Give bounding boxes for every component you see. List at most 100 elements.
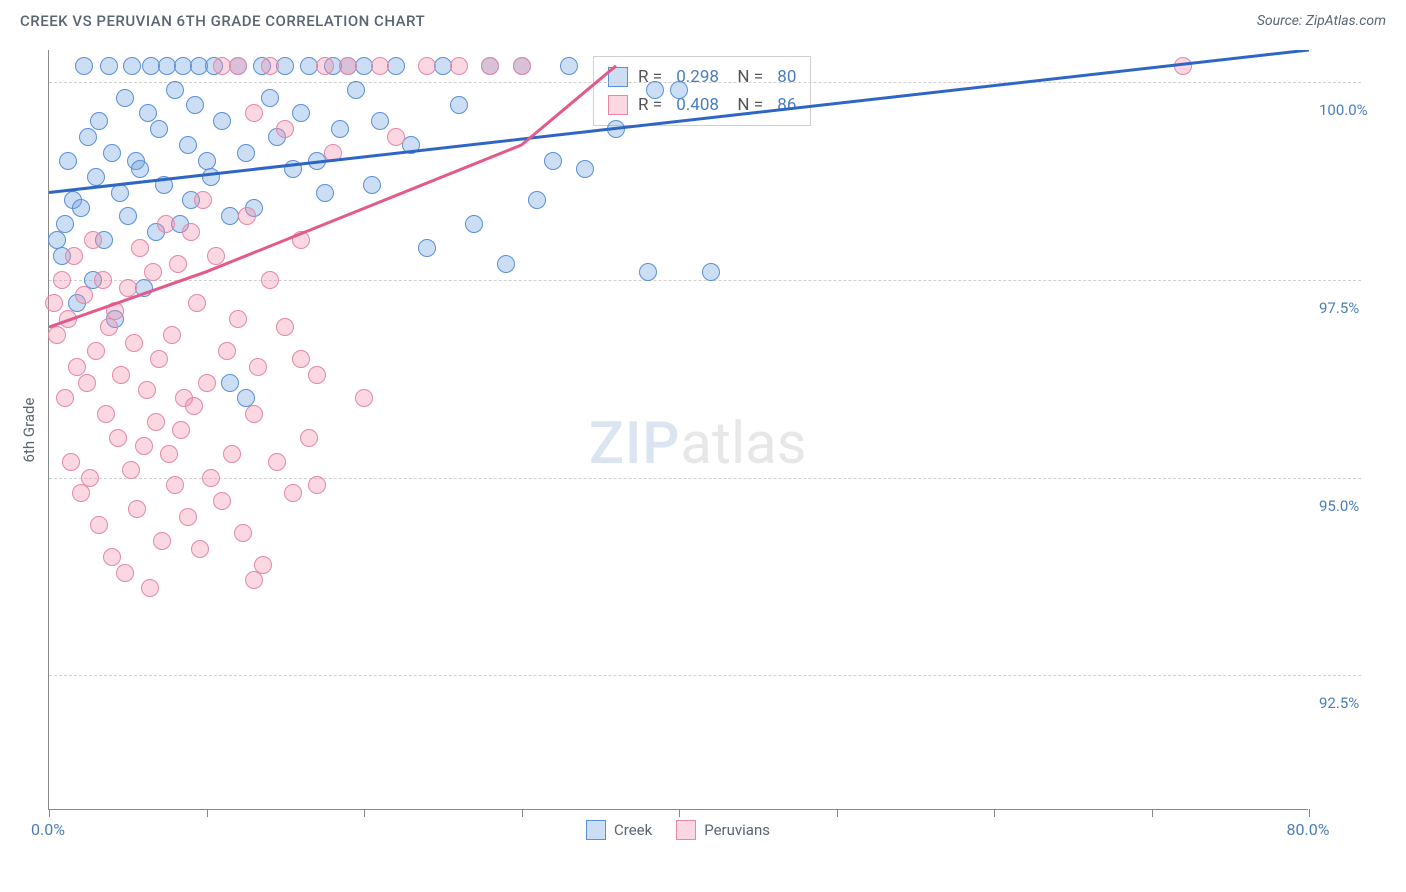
x-tick [207, 809, 208, 817]
data-point [387, 57, 405, 75]
data-point [48, 326, 66, 344]
legend-item: Creek [586, 820, 652, 840]
data-point [160, 445, 178, 463]
stat-n-value: 86 [777, 91, 796, 119]
data-point [87, 168, 105, 186]
data-point [135, 279, 153, 297]
data-point [45, 294, 63, 312]
data-point [402, 136, 420, 154]
data-point [221, 207, 239, 225]
data-point [316, 184, 334, 202]
gridline [49, 82, 1361, 83]
data-point [284, 160, 302, 178]
watermark-left: ZIP [589, 410, 680, 478]
data-point [223, 445, 241, 463]
data-point [254, 556, 272, 574]
data-point [276, 57, 294, 75]
data-point [198, 374, 216, 392]
chart-header: CREEK VS PERUVIAN 6TH GRADE CORRELATION … [0, 0, 1406, 38]
data-point [261, 89, 279, 107]
data-point [144, 263, 162, 281]
data-point [153, 532, 171, 550]
y-tick-label: 95.0% [1319, 497, 1359, 515]
data-point [646, 81, 664, 99]
data-point [702, 263, 720, 281]
data-point [347, 81, 365, 99]
data-point [155, 176, 173, 194]
y-tick-label: 100.0% [1319, 101, 1368, 119]
data-point [300, 429, 318, 447]
data-point [324, 144, 342, 162]
legend-label: Creek [614, 821, 652, 839]
data-point [172, 421, 190, 439]
data-point [90, 112, 108, 130]
data-point [387, 128, 405, 146]
gridline [49, 478, 1361, 479]
trend-overlay [49, 50, 1309, 810]
data-point [292, 104, 310, 122]
data-point [276, 318, 294, 336]
legend-swatch-icon [608, 67, 628, 87]
legend: Creek Peruvians [48, 820, 1308, 840]
data-point [185, 397, 203, 415]
data-point [639, 263, 657, 281]
data-point [465, 215, 483, 233]
data-point [308, 366, 326, 384]
data-point [237, 144, 255, 162]
data-point [56, 389, 74, 407]
data-point [65, 247, 83, 265]
data-point [111, 184, 129, 202]
data-point [284, 484, 302, 502]
data-point [179, 136, 197, 154]
data-point [218, 342, 236, 360]
x-tick [837, 809, 838, 817]
chart-title: CREEK VS PERUVIAN 6TH GRADE CORRELATION … [20, 12, 425, 30]
data-point [163, 326, 181, 344]
stats-row: R = 0.298 N = 80 [608, 63, 796, 91]
stat-n-label: N = [729, 63, 767, 91]
data-point [276, 120, 294, 138]
stats-row: R = 0.408 N = 86 [608, 91, 796, 119]
data-point [75, 286, 93, 304]
data-point [371, 57, 389, 75]
data-point [139, 104, 157, 122]
data-point [202, 469, 220, 487]
data-point [179, 508, 197, 526]
data-point [112, 366, 130, 384]
data-point [103, 144, 121, 162]
data-point [576, 160, 594, 178]
data-point [62, 453, 80, 471]
legend-label: Peruvians [704, 821, 770, 839]
data-point [166, 81, 184, 99]
x-tick [1152, 809, 1153, 817]
data-point [147, 413, 165, 431]
plot-region: ZIPatlas R = 0.298 N = 80R = 0.408 N = 8… [48, 50, 1308, 810]
data-point [450, 57, 468, 75]
data-point [513, 57, 531, 75]
legend-swatch-icon [586, 820, 606, 840]
data-point [182, 223, 200, 241]
data-point [186, 96, 204, 114]
data-point [81, 469, 99, 487]
data-point [135, 437, 153, 455]
gridline [49, 675, 1361, 676]
data-point [84, 231, 102, 249]
data-point [128, 500, 146, 518]
chart-area: 6th Grade ZIPatlas R = 0.298 N = 80R = 0… [48, 50, 1360, 810]
y-tick-label: 97.5% [1319, 299, 1359, 317]
data-point [122, 461, 140, 479]
data-point [292, 231, 310, 249]
stat-n-value: 80 [777, 63, 796, 91]
data-point [229, 57, 247, 75]
data-point [245, 571, 263, 589]
x-tick [522, 809, 523, 817]
data-point [670, 81, 688, 99]
data-point [119, 207, 137, 225]
data-point [157, 215, 175, 233]
data-point [308, 476, 326, 494]
chart-source: Source: ZipAtlas.com [1257, 13, 1386, 29]
data-point [213, 492, 231, 510]
data-point [72, 199, 90, 217]
x-tick [679, 809, 680, 817]
data-point [125, 334, 143, 352]
